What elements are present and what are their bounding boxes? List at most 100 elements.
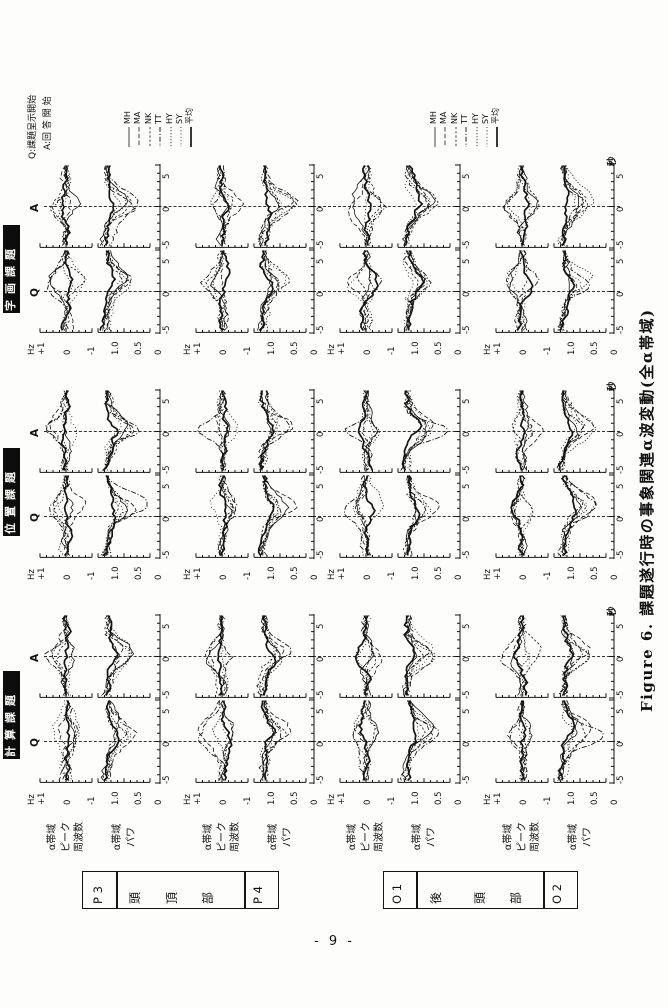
waveform-line-MH bbox=[210, 250, 228, 331]
value-tick-label: 1.0 bbox=[111, 566, 121, 580]
time-axis bbox=[309, 249, 315, 334]
waveform-line-MH bbox=[105, 615, 135, 696]
value-tick-label: 0 bbox=[310, 349, 320, 355]
waveform-line-NK bbox=[46, 390, 69, 471]
row-label-line: α帯域 bbox=[112, 823, 123, 851]
waveform-line-TT bbox=[51, 165, 68, 246]
waveform-line-HY bbox=[405, 700, 434, 781]
panel-P3-alpha-peak-frequency-task1-Q bbox=[39, 475, 93, 558]
waveform-line-MH bbox=[60, 615, 75, 696]
panel-O1-alpha-power-task0-A bbox=[397, 164, 451, 248]
waveform-line-平均 bbox=[557, 700, 576, 781]
waveform-line-MH bbox=[400, 390, 427, 471]
time-tick-label: -5 bbox=[162, 325, 172, 334]
value-tick-label: +1 bbox=[37, 567, 47, 580]
panel-P4-alpha-power-task0-A bbox=[253, 165, 307, 248]
time-axis bbox=[455, 164, 461, 249]
time-axis bbox=[609, 389, 615, 474]
waveform-line-MH bbox=[401, 700, 435, 781]
waveform-line-TT bbox=[352, 700, 368, 781]
waveform-line-平均 bbox=[104, 165, 115, 246]
waveform-line-MH bbox=[351, 165, 370, 246]
time-tick-label: 5 bbox=[316, 258, 326, 264]
waveform-line-TT bbox=[218, 475, 238, 556]
panel-O1-alpha-power-task1-Q bbox=[397, 475, 451, 558]
waveform-line-TT bbox=[402, 390, 448, 471]
legend-line-sample-NK bbox=[149, 127, 151, 147]
panel-O2-alpha-power-task2-A bbox=[553, 615, 607, 698]
time-tick-label: 5 bbox=[316, 398, 326, 404]
waveform-line-HY bbox=[66, 700, 81, 781]
waveform-line-MH bbox=[218, 390, 231, 471]
value-axis bbox=[397, 553, 451, 558]
legend-line-sample-SY bbox=[486, 127, 488, 147]
waveform-line-HY bbox=[400, 390, 432, 471]
electrode-cell-label: O 1 bbox=[390, 883, 404, 904]
time-tick-label: 0 bbox=[162, 741, 172, 747]
waveform-line-TT bbox=[500, 615, 526, 696]
waveform-line-HY bbox=[557, 390, 598, 471]
panel-O2-alpha-peak-frequency-task2-Q bbox=[495, 700, 549, 783]
time-axis-ticks bbox=[609, 474, 615, 559]
row-label-O1-alpha-power: α帯域 パワ bbox=[411, 808, 438, 866]
waveform-line-SY bbox=[63, 250, 87, 331]
waveform-line-MH bbox=[360, 615, 375, 696]
value-tick-label: 0 bbox=[519, 349, 529, 355]
panel-O1-alpha-peak-frequency-task1-A bbox=[339, 390, 393, 473]
waveform-line-MA bbox=[512, 615, 526, 696]
value-tick-label: 0 bbox=[610, 349, 620, 355]
waveform-line-HY bbox=[217, 615, 229, 696]
value-tick-label: -1 bbox=[87, 796, 97, 805]
waveform-line-NK bbox=[402, 615, 426, 696]
value-axis bbox=[97, 328, 151, 333]
waveform-line-MH bbox=[102, 390, 129, 471]
row-label-line: 周波数 bbox=[530, 822, 542, 852]
time-axis bbox=[155, 164, 161, 249]
value-axis bbox=[553, 328, 607, 333]
waveform-line-NK bbox=[105, 250, 123, 331]
panel-O2-alpha-peak-frequency-task0-Q bbox=[495, 250, 549, 333]
legend-subject-label: HY bbox=[470, 113, 480, 124]
panel-P3-alpha-power-task0-A bbox=[97, 165, 151, 248]
waveform-line-平均 bbox=[220, 700, 233, 781]
value-axis bbox=[253, 328, 307, 333]
waveform-line-平均 bbox=[218, 250, 231, 332]
panel-P3-alpha-peak-frequency-task1-A bbox=[39, 389, 93, 473]
electrode-box-divider bbox=[416, 872, 418, 908]
waveform-line-平均 bbox=[557, 390, 574, 471]
time-axis-ticks bbox=[155, 389, 161, 474]
row-label-line: 周波数 bbox=[74, 822, 86, 852]
time-axis-ticks bbox=[309, 699, 315, 784]
time-tick-label: 0 bbox=[616, 656, 626, 662]
region-label-char: 頭 bbox=[473, 891, 487, 904]
waveform-line-NK bbox=[562, 475, 584, 556]
panel-P4-alpha-power-task0-Q bbox=[253, 250, 307, 333]
legend-subject-label: 平均 bbox=[185, 108, 195, 124]
value-tick-label: 1.0 bbox=[267, 566, 277, 580]
row-label-line: パワ bbox=[581, 827, 593, 847]
value-axis bbox=[253, 243, 307, 248]
legend-subject-label: SY bbox=[175, 114, 184, 124]
legend-line-sample-MA bbox=[444, 127, 446, 147]
figure-caption: Figure 6. 課題遂行時の事象関連α波変動(全α帯域) bbox=[638, 308, 656, 712]
event-zero-dashed-line bbox=[44, 516, 620, 517]
time-tick-label: -5 bbox=[162, 240, 172, 249]
waveform-line-MA bbox=[261, 700, 292, 781]
row-label-line: α帯域 bbox=[268, 823, 279, 851]
legend-line-sample-MH bbox=[434, 127, 436, 147]
panel-O2-alpha-peak-frequency-task0-A bbox=[495, 165, 549, 248]
waveform-line-HY bbox=[220, 475, 233, 556]
panel-O2-alpha-power-task2-Q bbox=[553, 700, 607, 783]
value-tick-label: 1.0 bbox=[267, 341, 277, 355]
panel-P4-alpha-power-task1-Q bbox=[253, 474, 307, 558]
time-tick-label: 5 bbox=[316, 708, 326, 714]
time-tick-label: 0 bbox=[162, 206, 172, 212]
value-tick-label: 1.0 bbox=[267, 791, 277, 805]
waveform-line-平均 bbox=[60, 389, 71, 471]
legend-subject-label: 平均 bbox=[491, 108, 501, 124]
waveform-line-NK bbox=[516, 475, 534, 556]
waveform-line-平均 bbox=[262, 165, 273, 246]
value-axis bbox=[339, 468, 393, 473]
waveform-line-SY bbox=[365, 700, 380, 781]
event-zero-dashed-line bbox=[44, 431, 620, 432]
